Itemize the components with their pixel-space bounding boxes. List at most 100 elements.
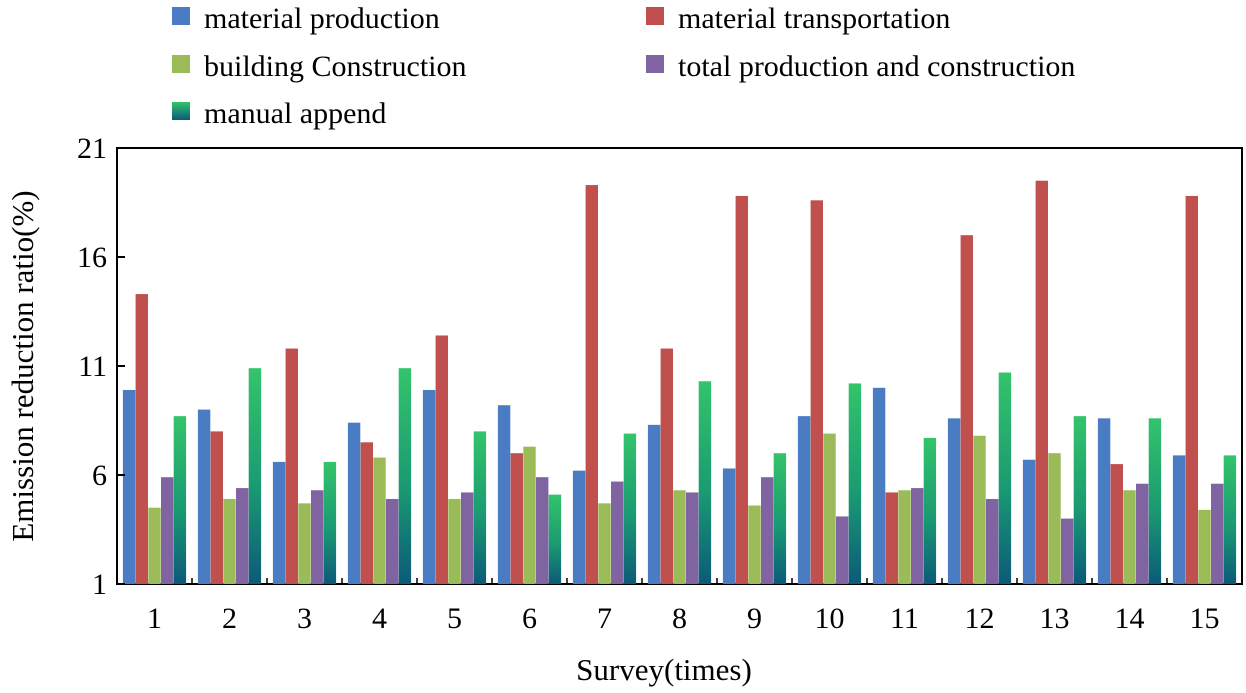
legend-label-building-construction: building Construction: [204, 50, 467, 83]
legend-item-material-production: material production: [172, 2, 440, 35]
bar-building-construction-12: [973, 436, 985, 584]
bar-total-production-and-construction-5: [461, 492, 473, 584]
bar-material-production-4: [348, 423, 360, 584]
bar-building-construction-11: [898, 490, 910, 584]
bar-manual-append-3: [324, 462, 336, 584]
x-tick-label: 2: [222, 602, 237, 635]
bar-material-transportation-13: [1036, 181, 1048, 584]
bar-building-construction-3: [298, 503, 310, 584]
bar-total-production-and-construction-1: [161, 477, 173, 584]
bar-material-transportation-2: [211, 431, 223, 584]
bar-building-construction-14: [1123, 490, 1135, 584]
legend-label-material-transportation: material transportation: [678, 2, 950, 35]
x-tick-label: 11: [890, 602, 919, 635]
bar-building-construction-4: [373, 458, 385, 584]
bar-manual-append-2: [249, 368, 261, 584]
bar-material-transportation-15: [1186, 196, 1198, 584]
legend-label-manual-append: manual append: [204, 97, 386, 130]
x-axis: 1 2 3 4 5 6 7 8 9 10 11 12 13 14 15: [117, 578, 1242, 635]
bar-building-construction-1: [148, 508, 160, 584]
bar-manual-append-10: [849, 383, 861, 584]
bar-material-production-5: [423, 390, 435, 584]
bar-material-production-1: [123, 390, 135, 584]
x-tick-label: 8: [672, 602, 687, 635]
bar-material-transportation-10: [811, 200, 823, 584]
bar-manual-append-5: [474, 431, 486, 584]
bar-material-transportation-4: [361, 442, 373, 584]
bar-material-production-11: [873, 388, 885, 584]
bar-building-construction-9: [748, 506, 760, 584]
bar-material-production-6: [498, 405, 510, 584]
x-tick-label: 4: [372, 602, 387, 635]
bar-material-transportation-6: [511, 453, 523, 584]
bar-manual-append-7: [624, 434, 636, 584]
bar-material-transportation-1: [136, 294, 148, 584]
bar-chart: material production material transportat…: [0, 0, 1246, 693]
bar-building-construction-6: [523, 447, 535, 584]
y-tick-label: 21: [77, 132, 107, 165]
bar-manual-append-4: [399, 368, 411, 584]
legend-label-total-production-and-construction: total production and construction: [678, 50, 1075, 83]
bar-material-production-3: [273, 462, 285, 584]
bar-total-production-and-construction-10: [836, 516, 848, 584]
bar-total-production-and-construction-2: [236, 488, 248, 584]
bar-total-production-and-construction-7: [611, 482, 623, 584]
legend-item-total-production-and-construction: total production and construction: [646, 50, 1075, 83]
bar-total-production-and-construction-11: [911, 488, 923, 584]
bar-building-construction-5: [448, 499, 460, 584]
bar-material-transportation-9: [736, 196, 748, 584]
bar-total-production-and-construction-14: [1136, 484, 1148, 584]
bar-material-transportation-5: [436, 335, 448, 584]
bar-material-transportation-3: [286, 349, 298, 584]
bar-material-production-8: [648, 425, 660, 584]
x-tick-label: 5: [447, 602, 462, 635]
bars-group: [123, 181, 1236, 584]
legend-label-material-production: material production: [204, 2, 440, 35]
x-tick-label: 6: [522, 602, 537, 635]
legend-item-material-transportation: material transportation: [646, 2, 950, 35]
legend-swatch-total-production-and-construction: [646, 55, 664, 73]
bar-total-production-and-construction-9: [761, 477, 773, 584]
bar-material-production-7: [573, 471, 585, 584]
bar-building-construction-2: [223, 499, 235, 584]
bar-manual-append-14: [1149, 418, 1161, 584]
bar-manual-append-11: [924, 438, 936, 584]
x-tick-label: 12: [965, 602, 995, 635]
bar-building-construction-15: [1198, 510, 1210, 584]
x-tick-label: 9: [747, 602, 762, 635]
bar-material-transportation-12: [961, 235, 973, 584]
x-tick-label: 7: [597, 602, 612, 635]
bar-total-production-and-construction-3: [311, 490, 323, 584]
x-tick-label: 10: [815, 602, 845, 635]
bar-material-production-12: [948, 418, 960, 584]
legend-item-manual-append: manual append: [172, 97, 386, 130]
legend-swatch-building-construction: [172, 55, 190, 73]
y-tick-label: 11: [78, 350, 107, 383]
x-tick-label: 14: [1115, 602, 1145, 635]
y-tick-label: 16: [77, 241, 107, 274]
bar-total-production-and-construction-15: [1211, 484, 1223, 584]
bar-building-construction-13: [1048, 453, 1060, 584]
legend-swatch-manual-append: [172, 102, 190, 120]
bar-material-transportation-8: [661, 349, 673, 584]
bar-material-production-15: [1173, 455, 1185, 584]
bar-manual-append-8: [699, 381, 711, 584]
bar-manual-append-13: [1074, 416, 1086, 584]
bar-total-production-and-construction-8: [686, 492, 698, 584]
x-axis-title: Survey(times): [576, 652, 752, 687]
bar-material-production-14: [1098, 418, 1110, 584]
x-tick-label: 1: [147, 602, 162, 635]
bar-material-production-13: [1023, 460, 1035, 584]
bar-material-transportation-14: [1111, 464, 1123, 584]
y-tick-label: 6: [92, 459, 107, 492]
legend-swatch-material-transportation: [646, 7, 664, 25]
bar-building-construction-10: [823, 434, 835, 584]
bar-manual-append-6: [549, 495, 561, 584]
bar-total-production-and-construction-12: [986, 499, 998, 584]
x-tick-label: 13: [1040, 602, 1070, 635]
bar-manual-append-12: [999, 373, 1011, 584]
legend-item-building-construction: building Construction: [172, 50, 467, 83]
bar-building-construction-7: [598, 503, 610, 584]
bar-material-production-10: [798, 416, 810, 584]
y-tick-label: 1: [92, 568, 107, 601]
